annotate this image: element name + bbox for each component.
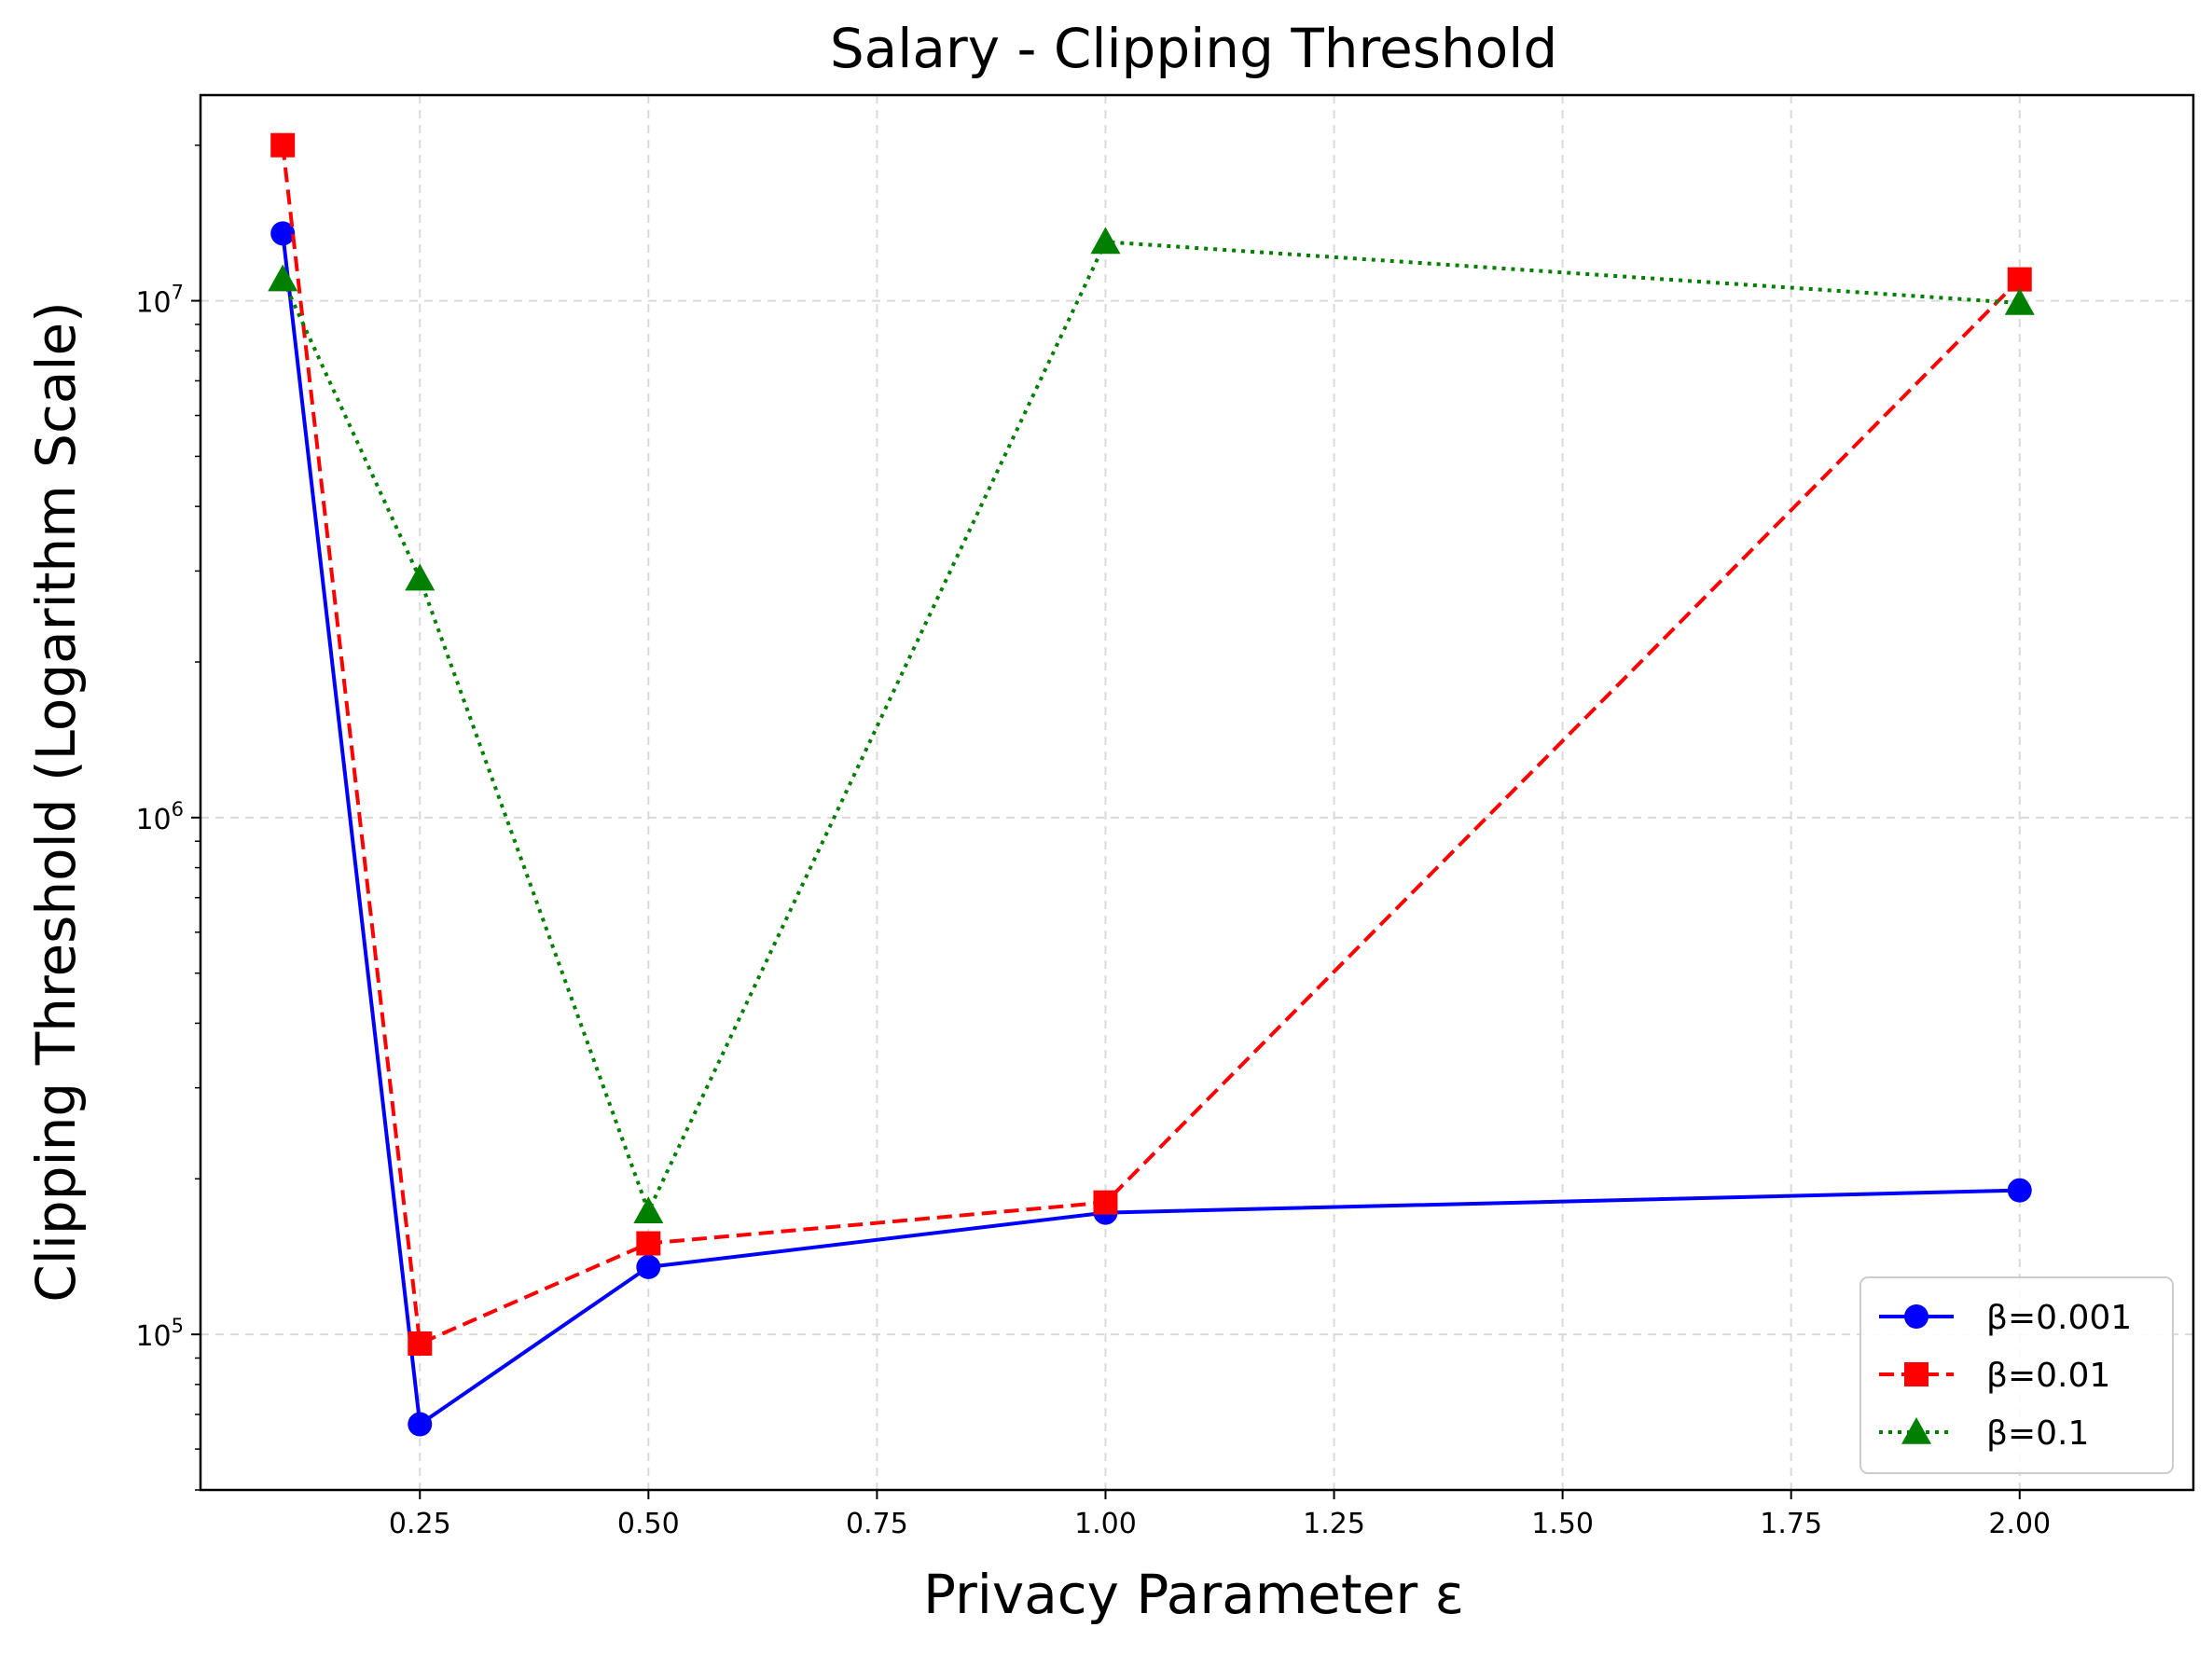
series-1-point-2 xyxy=(636,1231,661,1256)
x-tick-label-4: 1.25 xyxy=(1303,1508,1365,1540)
plot-frame xyxy=(199,93,2195,1492)
series-2-point-4 xyxy=(2004,287,2035,315)
series-1-point-4 xyxy=(2007,267,2032,292)
x-tick-label-6: 1.75 xyxy=(1760,1508,1822,1540)
series-0-point-0 xyxy=(270,221,296,246)
series-2 xyxy=(268,227,2035,1223)
series-2-point-0 xyxy=(268,264,298,292)
series-2-point-3 xyxy=(1090,227,1121,255)
chart-title: Salary - Clipping Threshold xyxy=(830,17,1557,80)
series-2-point-2 xyxy=(633,1196,664,1223)
legend-marker-1 xyxy=(1904,1362,1929,1386)
legend-marker-2 xyxy=(1901,1417,1931,1444)
x-axis-label: Privacy Parameter ε xyxy=(923,1563,1464,1626)
legend-box xyxy=(1859,1276,2174,1474)
series-2-point-1 xyxy=(405,563,435,591)
series-0-point-1 xyxy=(408,1412,433,1437)
legend-label-1: β=0.01 xyxy=(1986,1357,2110,1395)
series-1-point-3 xyxy=(1093,1190,1118,1215)
x-tick-label-0: 0.25 xyxy=(389,1508,451,1540)
series-0-point-4 xyxy=(2007,1178,2032,1203)
x-tick-label-1: 0.50 xyxy=(617,1508,680,1540)
legend-marker-0 xyxy=(1904,1304,1929,1329)
series-1 xyxy=(270,132,2032,1356)
series-layer xyxy=(268,132,2035,1437)
y-axis-label: Clipping Threshold (Logarithm Scale) xyxy=(24,301,88,1303)
series-1-point-1 xyxy=(408,1331,433,1356)
legend-label-0: β=0.001 xyxy=(1986,1299,2132,1337)
x-tick-label-5: 1.50 xyxy=(1531,1508,1594,1540)
series-line-2 xyxy=(281,240,2020,1214)
x-tick-label-7: 2.00 xyxy=(1988,1508,2051,1540)
legend-label-2: β=0.1 xyxy=(1986,1414,2089,1453)
x-tick-label-2: 0.75 xyxy=(846,1508,908,1540)
series-1-point-0 xyxy=(270,132,296,158)
legend: β=0.001 β=0.01 β=0.1 xyxy=(1859,1276,2174,1474)
x-tick-label-3: 1.00 xyxy=(1074,1508,1137,1540)
series-0-point-2 xyxy=(636,1254,661,1279)
